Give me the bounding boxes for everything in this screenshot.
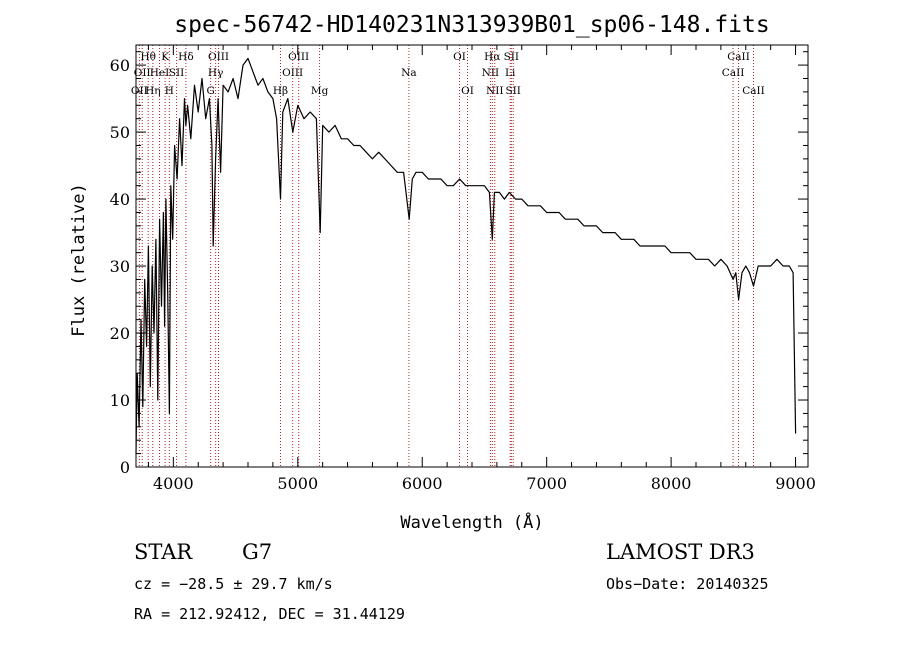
line-label-2: Hθ: [140, 51, 155, 63]
line-label-6: H: [165, 85, 174, 97]
object-subclass: G7: [242, 540, 272, 564]
y-tick-label-0: 0: [120, 458, 130, 477]
line-label-23: SII: [504, 51, 520, 63]
line-label-20: Hα: [484, 51, 500, 63]
line-label-13: OIII: [282, 67, 303, 79]
spectral-line-markers: [138, 45, 754, 467]
line-label-21: NII: [486, 85, 503, 97]
line-label-11: OIII: [208, 51, 229, 63]
line-label-4: HeI: [150, 67, 170, 79]
line-label-17: OI: [453, 51, 466, 63]
x-tick-label-2: 6000: [402, 474, 443, 493]
line-label-7: SII: [169, 67, 185, 79]
y-tick-label-2: 20: [110, 324, 130, 343]
line-label-18: OI: [461, 85, 474, 97]
spectral-line-labels: OII OII Hθ Hη HeI K H SII Hδ G Hγ OIII Hβ OIII OIII Mg N…: [131, 51, 765, 97]
plot-frame: [135, 44, 809, 468]
x-tick-label-0: 4000: [153, 474, 194, 493]
line-label-9: G: [206, 85, 214, 97]
y-axis-label: Flux (relative): [69, 183, 89, 337]
redshift-velocity: cz = −28.5 ± 29.7 km/s: [134, 575, 333, 593]
line-label-15: Mg: [311, 85, 329, 97]
y-tick-label-4: 40: [110, 190, 130, 209]
line-label-5: K: [161, 51, 169, 63]
line-label-8: Hδ: [178, 51, 193, 63]
line-label-3: Hη: [145, 85, 160, 97]
survey-name: LAMOST DR3: [606, 540, 755, 564]
line-label-26: CaII: [727, 51, 750, 63]
line-label-19: NII: [482, 67, 499, 79]
x-axis-label: Wavelength (Å): [400, 511, 543, 533]
coordinates: RA = 212.92412, DEC = 31.44129: [134, 605, 405, 623]
line-label-24: SII: [505, 85, 521, 97]
line-label-1: OII: [134, 67, 151, 79]
line-label-25: CaII: [722, 67, 745, 79]
line-label-14: OIII: [288, 51, 309, 63]
line-label-0: OII: [131, 85, 148, 97]
line-label-22: Li: [505, 67, 516, 79]
x-tick-label-1: 5000: [277, 474, 318, 493]
series-line-0: [135, 57, 797, 454]
x-tick-label-5: 9000: [775, 474, 816, 493]
object-class: STAR: [134, 540, 193, 564]
y-tick-label-6: 60: [110, 56, 130, 75]
chart-title: spec-56742-HD140231N313939B01_sp06-148.f…: [174, 12, 769, 38]
axis-ticks: 4000 5000 6000 7000 8000 9000 0 10 20 30 40 50 60: [110, 45, 816, 493]
x-tick-label-3: 7000: [526, 474, 567, 493]
x-tick-label-4: 8000: [651, 474, 692, 493]
line-label-16: Na: [401, 67, 416, 79]
y-tick-label-3: 30: [110, 257, 130, 276]
line-label-27: CaII: [742, 85, 765, 97]
y-tick-label-1: 10: [110, 391, 130, 410]
flux-series: [135, 57, 797, 454]
observation-date: Obs−Date: 20140325: [606, 575, 769, 593]
line-label-10: Hγ: [208, 67, 223, 79]
y-tick-label-5: 50: [110, 123, 130, 142]
line-label-12: Hβ: [273, 85, 288, 97]
